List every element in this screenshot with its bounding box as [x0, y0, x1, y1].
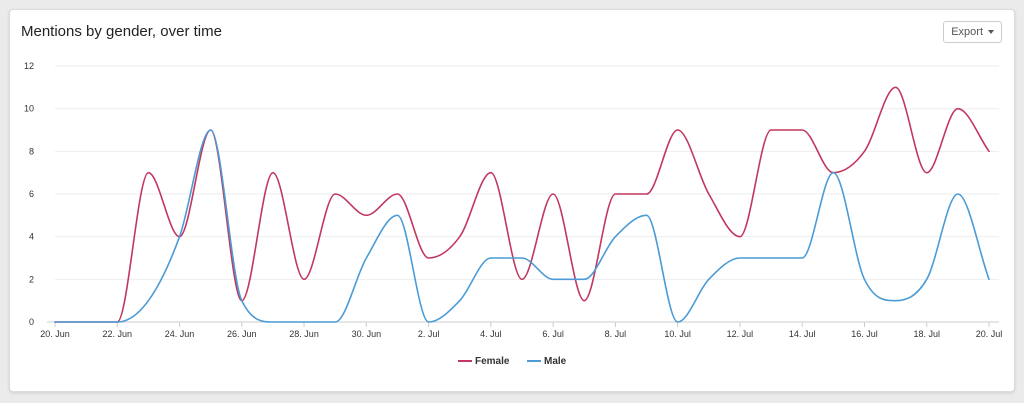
chart-card: Mentions by gender, over time Export	[9, 9, 1015, 392]
x-tick-label: 14. Jul	[789, 329, 816, 339]
x-tick-label: 12. Jul	[727, 329, 754, 339]
series-line-female	[54, 86, 990, 323]
legend-label-female: Female	[475, 356, 510, 367]
y-tick-label: 8	[29, 146, 34, 156]
y-tick-label: 10	[24, 104, 34, 114]
chart-title: Mentions by gender, over time	[21, 23, 222, 40]
x-tick-label: 4. Jul	[480, 329, 502, 339]
y-tick-label: 4	[29, 232, 34, 242]
chevron-down-icon	[988, 30, 994, 34]
series-line-male	[54, 129, 990, 323]
legend-label-male: Male	[544, 356, 567, 367]
export-button[interactable]: Export	[943, 21, 1002, 43]
x-tick-label: 16. Jul	[851, 329, 878, 339]
y-tick-label: 6	[29, 189, 34, 199]
x-tick-label: 8. Jul	[605, 329, 627, 339]
x-tick-label: 28. Jun	[289, 329, 319, 339]
x-tick-label: 20. Jun	[40, 329, 70, 339]
x-tick-label: 22. Jun	[103, 329, 133, 339]
x-tick-label: 20. Jul	[976, 329, 1003, 339]
x-tick-label: 26. Jun	[227, 329, 257, 339]
x-tick-label: 2. Jul	[418, 329, 440, 339]
x-tick-label: 6. Jul	[542, 329, 564, 339]
y-tick-label: 12	[24, 61, 34, 71]
export-label: Export	[951, 26, 983, 38]
x-tick-label: 10. Jul	[664, 329, 691, 339]
y-tick-label: 2	[29, 274, 34, 284]
y-tick-label: 0	[29, 317, 34, 327]
x-tick-label: 30. Jun	[352, 329, 382, 339]
x-tick-label: 24. Jun	[165, 329, 195, 339]
x-tick-label: 18. Jul	[913, 329, 940, 339]
